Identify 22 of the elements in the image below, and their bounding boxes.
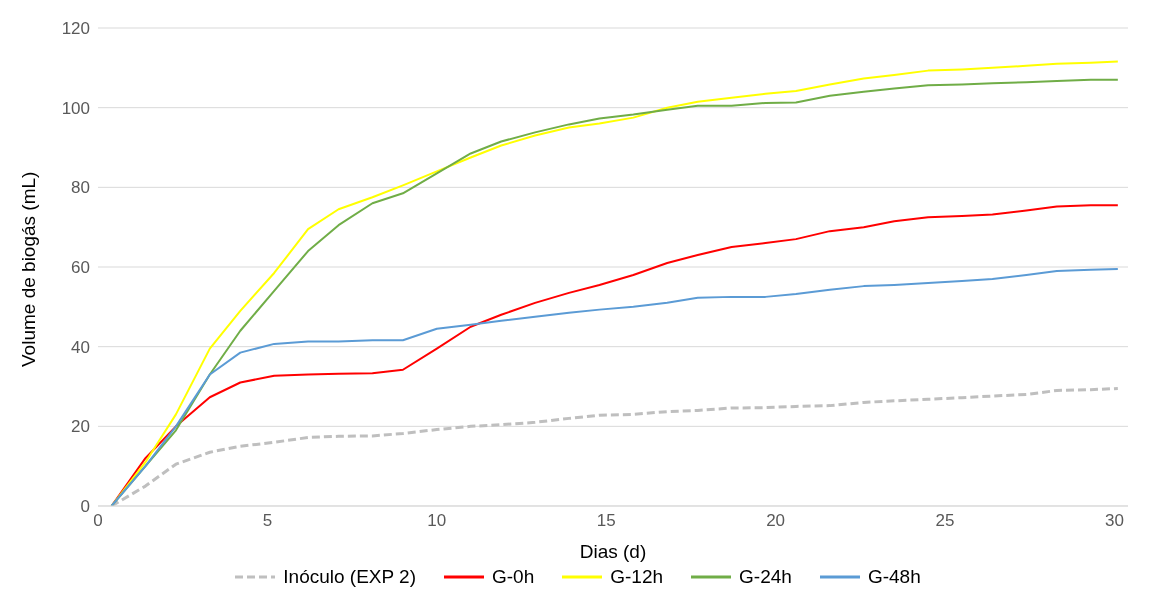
y-tick-label: 80 xyxy=(71,178,90,198)
x-tick-label: 20 xyxy=(766,511,786,531)
line-series xyxy=(110,267,1119,506)
x-axis-title: Dias (d) xyxy=(579,541,647,562)
x-tick-label: 30 xyxy=(1104,511,1124,531)
x-tick-label: 25 xyxy=(935,511,955,531)
legend-label: G-0h xyxy=(492,566,535,588)
y-tick-label: 120 xyxy=(61,19,90,39)
legend-label: G-48h xyxy=(867,566,921,588)
legend-label: G-12h xyxy=(610,566,664,588)
x-tick-label: 15 xyxy=(596,511,616,531)
y-tick-label: 60 xyxy=(71,258,90,278)
legend-label: Inóculo (EXP 2) xyxy=(283,566,417,588)
y-tick-label: 40 xyxy=(71,337,90,357)
y-tick-label: 100 xyxy=(61,98,90,118)
x-tick-label: 5 xyxy=(262,511,273,531)
y-tick-label: 0 xyxy=(80,497,90,517)
x-tick-label: 10 xyxy=(427,511,447,531)
y-axis-title: Volume de biogás (mL) xyxy=(17,171,39,367)
legend-label: G-24h xyxy=(739,566,792,588)
x-tick-label: 0 xyxy=(93,511,103,531)
y-tick-label: 20 xyxy=(71,417,90,437)
